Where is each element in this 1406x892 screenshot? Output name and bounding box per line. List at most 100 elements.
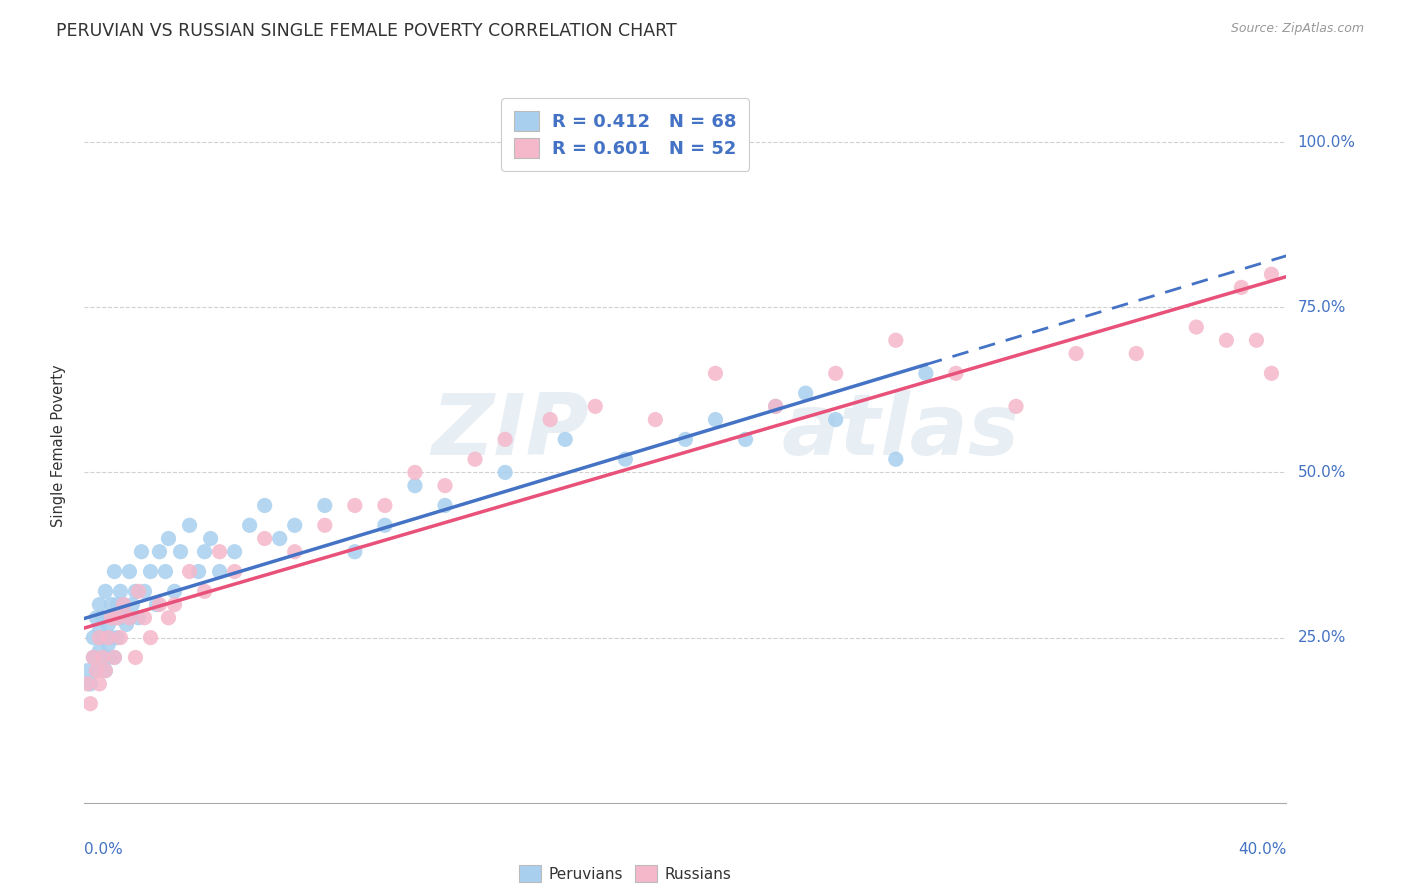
Point [794, 386, 817, 401]
Text: Source: ZipAtlas.com: Source: ZipAtlas.com [1230, 22, 1364, 36]
Point [112, 598, 135, 612]
Point [284, 518, 307, 533]
Point [824, 367, 846, 381]
Point [494, 433, 516, 447]
Point [915, 367, 938, 381]
Point [169, 545, 191, 559]
Point [314, 499, 336, 513]
Point [945, 367, 967, 381]
Point [118, 611, 141, 625]
Text: PERUVIAN VS RUSSIAN SINGLE FEMALE POVERTY CORRELATION CHART: PERUVIAN VS RUSSIAN SINGLE FEMALE POVERT… [56, 22, 678, 40]
Point [374, 518, 396, 533]
Legend: Peruvians, Russians: Peruvians, Russians [513, 859, 737, 888]
Point [269, 532, 291, 546]
Point [194, 584, 217, 599]
Text: 40.0%: 40.0% [1239, 842, 1286, 856]
Point [194, 545, 217, 559]
Point [112, 598, 135, 612]
Point [110, 631, 132, 645]
Point [82, 650, 104, 665]
Point [765, 400, 787, 414]
Point [134, 611, 156, 625]
Point [82, 650, 104, 665]
Point [139, 565, 162, 579]
Point [118, 565, 141, 579]
Point [884, 452, 907, 467]
Point [208, 545, 231, 559]
Point [343, 499, 366, 513]
Point [91, 631, 114, 645]
Point [163, 584, 186, 599]
Point [163, 598, 186, 612]
Point [110, 584, 132, 599]
Point [884, 333, 907, 347]
Point [644, 412, 666, 426]
Point [97, 637, 120, 651]
Point [494, 466, 516, 480]
Point [704, 367, 727, 381]
Point [675, 433, 697, 447]
Point [157, 611, 180, 625]
Point [91, 611, 114, 625]
Point [224, 565, 246, 579]
Point [148, 545, 170, 559]
Point [155, 565, 177, 579]
Point [434, 478, 457, 492]
Point [86, 611, 108, 625]
Text: atlas: atlas [782, 390, 1019, 474]
Point [824, 412, 846, 426]
Text: 25.0%: 25.0% [1298, 630, 1346, 645]
Point [208, 565, 231, 579]
Point [284, 545, 307, 559]
Point [1215, 333, 1237, 347]
Point [91, 650, 114, 665]
Point [76, 677, 98, 691]
Point [583, 400, 606, 414]
Point [1230, 280, 1253, 294]
Point [91, 650, 114, 665]
Point [765, 400, 787, 414]
Point [127, 611, 149, 625]
Point [121, 598, 143, 612]
Point [100, 598, 122, 612]
Point [100, 611, 122, 625]
Point [343, 545, 366, 559]
Point [103, 650, 125, 665]
Point [145, 598, 167, 612]
Point [179, 565, 201, 579]
Point [103, 650, 125, 665]
Point [374, 499, 396, 513]
Point [89, 598, 111, 612]
Point [434, 499, 457, 513]
Point [139, 631, 162, 645]
Point [82, 631, 104, 645]
Point [179, 518, 201, 533]
Point [86, 664, 108, 678]
Point [404, 466, 426, 480]
Point [86, 664, 108, 678]
Point [100, 631, 122, 645]
Point [554, 433, 576, 447]
Point [253, 499, 276, 513]
Point [89, 631, 111, 645]
Text: 100.0%: 100.0% [1298, 135, 1355, 150]
Point [107, 611, 129, 625]
Point [538, 412, 561, 426]
Point [94, 584, 117, 599]
Point [734, 433, 756, 447]
Point [1246, 333, 1268, 347]
Point [127, 584, 149, 599]
Point [131, 545, 153, 559]
Point [79, 677, 101, 691]
Point [107, 631, 129, 645]
Point [110, 611, 132, 625]
Point [94, 664, 117, 678]
Text: 50.0%: 50.0% [1298, 465, 1346, 480]
Point [124, 650, 146, 665]
Point [134, 584, 156, 599]
Point [704, 412, 727, 426]
Point [1125, 346, 1147, 360]
Point [239, 518, 262, 533]
Point [79, 697, 101, 711]
Point [187, 565, 209, 579]
